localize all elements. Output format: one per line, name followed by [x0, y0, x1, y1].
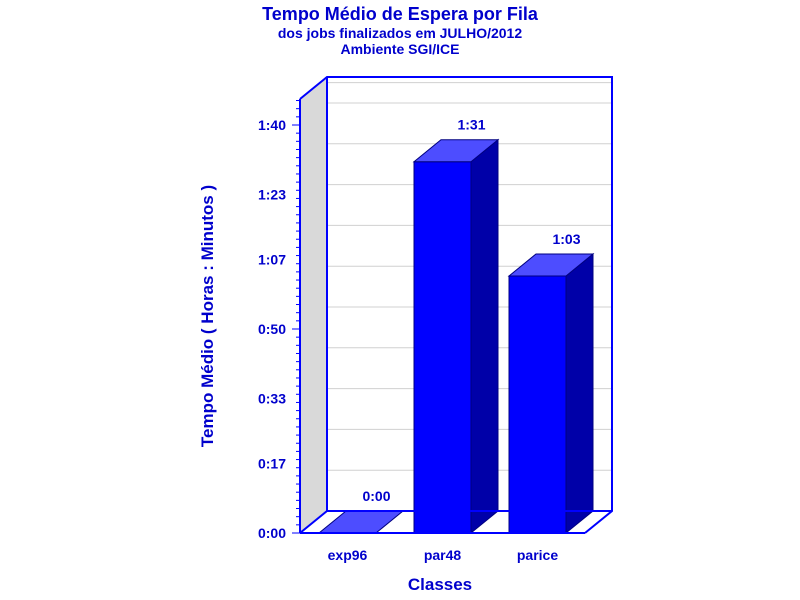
bar-side: [565, 252, 594, 535]
y-axis: 0:00 0:17 0:33 0:50 1:07 1:23 1:40: [258, 99, 301, 541]
y-tick-label: 0:00: [258, 525, 286, 541]
bar-value-label: 0:00: [362, 488, 390, 504]
x-axis-label: Classes: [408, 575, 472, 594]
y-tick-label: 1:23: [258, 186, 286, 202]
y-axis-label: Tempo Médio ( Horas : Minutos ): [198, 185, 217, 447]
plot-frame: [299, 76, 613, 534]
bars: 0:00 1:31 1:03: [317, 117, 595, 535]
bar-value-label: 1:31: [457, 117, 485, 133]
frame-back: [299, 76, 613, 534]
bar-front: [413, 161, 472, 534]
x-tick-label: parice: [517, 547, 558, 563]
x-axis: exp96 par48 parice: [328, 547, 559, 563]
x-tick-label: exp96: [328, 547, 368, 563]
bar-parice: 1:03: [507, 231, 595, 535]
bar-top: [412, 139, 500, 163]
y-tick-label: 0:33: [258, 390, 286, 406]
frame-floor-back: [299, 510, 612, 534]
y-tick-label: 1:07: [258, 252, 286, 268]
chart-subtitle-2: Ambiente SGI/ICE: [340, 41, 459, 57]
bar-top: [507, 253, 595, 277]
y-tick-label: 1:40: [258, 117, 286, 133]
chart-subtitle-1: dos jobs finalizados em JULHO/2012: [278, 25, 523, 41]
y-tick-label: 0:50: [258, 321, 286, 337]
bar-value-label: 1:03: [552, 231, 580, 247]
bar-side: [470, 138, 499, 535]
left-wall: [300, 77, 327, 533]
chart-title: Tempo Médio de Espera por Fila: [262, 4, 539, 24]
y-tick-label: 0:17: [258, 456, 286, 472]
bar-par48: 1:31: [412, 117, 500, 535]
bar-front: [508, 275, 567, 534]
x-tick-label: par48: [424, 547, 462, 563]
